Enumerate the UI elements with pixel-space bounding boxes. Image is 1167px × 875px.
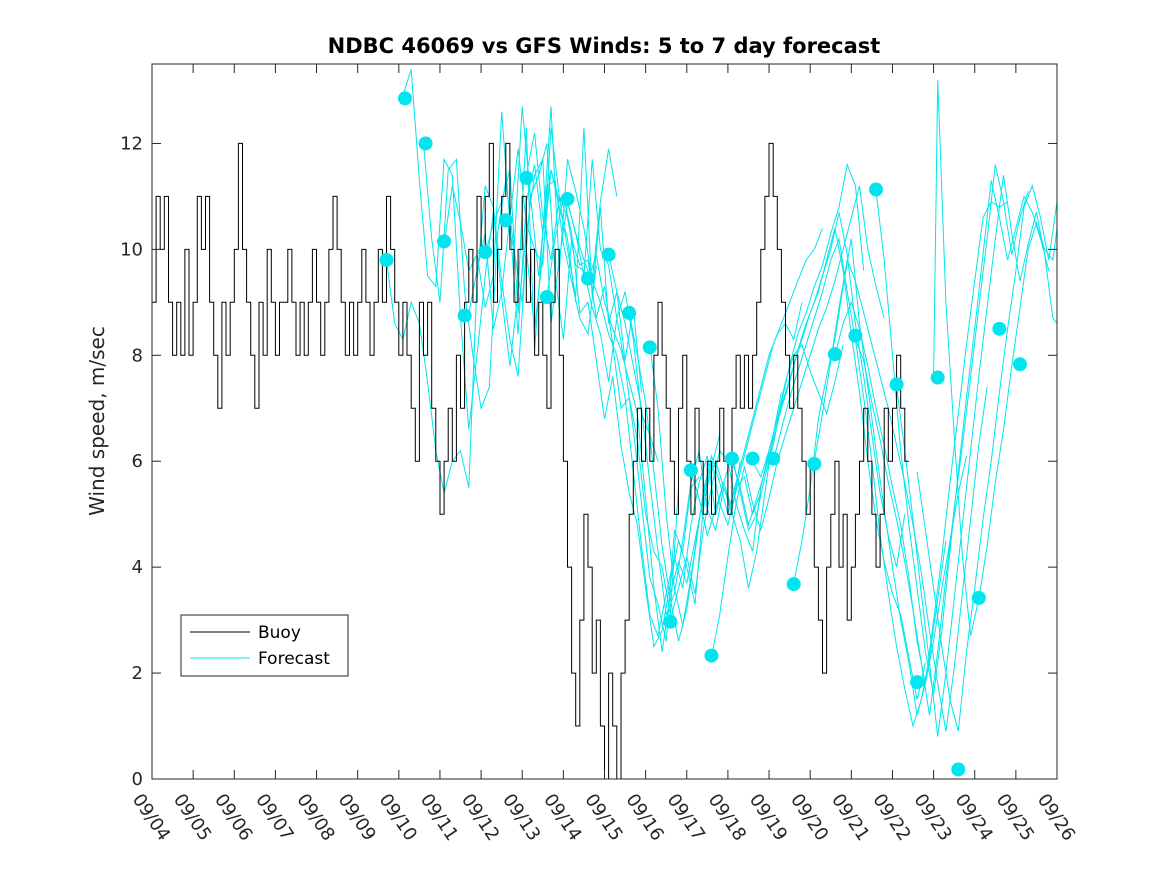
forecast-point [971,590,986,605]
forecast-point [642,340,657,355]
forecast-point [437,234,452,249]
forecast-point [560,192,575,207]
y-axis-label: Wind speed, m/sec [85,326,109,516]
legend-box [180,614,349,677]
forecast-point [498,213,513,228]
forecast-point [725,451,740,466]
forecast-point [786,577,801,592]
buoy-series-line [152,142,909,779]
forecast-point [704,648,719,663]
y-tick-label: 0 [132,769,143,790]
forecast-series-line-26 [916,184,1057,732]
y-tick-label: 6 [132,451,143,472]
y-tick-label: 12 [120,133,143,154]
forecast-series-line-13 [649,228,823,626]
forecast-point [601,247,616,262]
forecast-point [889,377,904,392]
forecast-point [992,321,1007,336]
forecast-point [869,182,883,197]
forecast-point [807,456,822,471]
y-tick-label: 10 [120,239,143,260]
y-tick-label: 8 [132,345,143,366]
forecast-point [622,305,637,320]
forecast-point [766,451,781,466]
forecast-series-line-6 [505,143,679,615]
forecast-point [848,328,863,343]
forecast-series-line-24 [875,180,1050,695]
forecast-point [930,370,945,385]
forecast-point [745,451,760,466]
forecast-point [478,245,493,260]
forecast-series-line-18 [752,228,926,700]
y-tick-label: 2 [132,663,143,684]
forecast-point [457,308,472,323]
y-tick-label: 4 [132,557,143,578]
forecast-point [1012,357,1027,372]
forecast-point [418,136,433,151]
forecast-point [951,762,966,777]
forecast-series-line-25 [896,175,1057,737]
forecast-series-line-27 [933,79,1057,637]
forecast-series-line-14 [669,343,844,621]
forecast-point [910,675,925,690]
forecast-series-line-4 [468,127,642,393]
plot-area [152,69,1057,779]
forecast-series-line-17 [731,212,906,568]
chart-title: NDBC 46069 vs GFS Winds: 5 to 7 day fore… [328,34,881,58]
forecast-point [827,347,842,362]
forecast-point [581,271,596,286]
plot-clipped-group [152,69,1057,779]
forecast-point [519,170,534,185]
forecast-point [397,91,412,106]
legend-buoy-label: Buoy [258,623,301,643]
forecast-point [663,614,678,629]
legend: Buoy Forecast [180,614,349,677]
forecast-point [683,463,698,478]
legend-forecast-label: Forecast [258,649,330,669]
forecast-point [379,252,394,267]
forecast-point [539,290,554,305]
forecast-series-line-21 [813,258,988,732]
